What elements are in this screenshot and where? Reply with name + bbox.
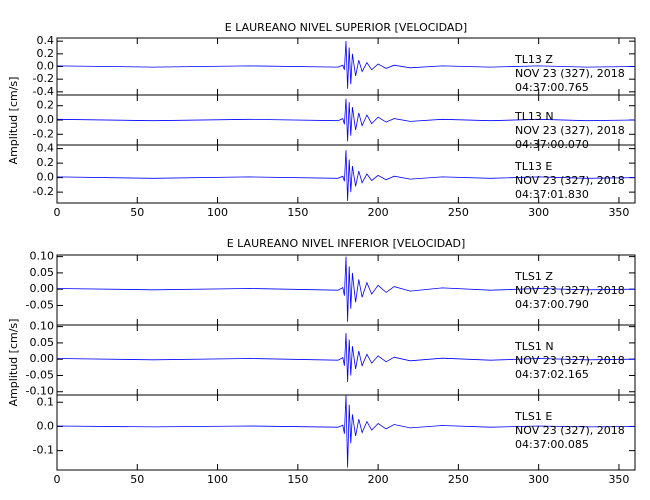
y-tick-label: 0.10 [30, 250, 55, 263]
waveform [56, 394, 636, 468]
x-tick-label: 150 [287, 473, 308, 486]
y-tick-label: 0.05 [30, 336, 55, 349]
y-tick-label: -0.2 [33, 72, 54, 85]
x-tick-label: 150 [287, 206, 308, 219]
chart-title: E LAUREANO NIVEL INFERIOR [VELOCIDAD] [227, 237, 466, 250]
y-tick-label: 0.0 [37, 171, 55, 184]
y-tick-label: -0.4 [33, 85, 54, 98]
time-label: 04:37:00.790 [515, 298, 589, 311]
x-tick-label: 300 [528, 473, 549, 486]
y-tick-label: -0.1 [33, 444, 54, 457]
x-tick-label: 200 [368, 206, 389, 219]
station-label: TLS1 Z [514, 270, 553, 283]
x-tick-label: 250 [448, 473, 469, 486]
x-tick-label: 100 [207, 473, 228, 486]
x-tick-label: 350 [608, 206, 629, 219]
y-tick-label: -0.2 [33, 127, 54, 140]
y-tick-label: -0.2 [33, 185, 54, 198]
y-tick-label: 0.1 [37, 395, 55, 408]
date-label: NOV 23 (327), 2018 [515, 124, 625, 137]
y-tick-label: 0.00 [30, 352, 55, 365]
waveform [56, 333, 636, 383]
station-label: TL13 E [514, 160, 552, 173]
time-label: 04:37:00.765 [515, 81, 589, 94]
y-tick-label: 0.2 [37, 99, 55, 112]
x-tick-label: 100 [207, 206, 228, 219]
time-label: 04:37:02.165 [515, 368, 589, 381]
y-axis-label: Amplitud [cm/s] [7, 319, 20, 407]
waveform [56, 150, 636, 201]
y-tick-label: 0.2 [37, 156, 55, 169]
station-label: TL13 Z [514, 53, 553, 66]
waveform [56, 41, 636, 89]
station-label: TLS1 E [514, 410, 552, 423]
y-tick-label: 0.4 [37, 34, 55, 47]
station-label: TL13 N [514, 110, 554, 123]
date-label: NOV 23 (327), 2018 [515, 424, 625, 437]
date-label: NOV 23 (327), 2018 [515, 67, 625, 80]
y-tick-label: 0.00 [30, 282, 55, 295]
time-label: 04:37:01.830 [515, 188, 589, 201]
y-tick-label: 0.0 [37, 113, 55, 126]
x-tick-label: 0 [54, 473, 61, 486]
x-tick-label: 300 [528, 206, 549, 219]
date-label: NOV 23 (327), 2018 [515, 174, 625, 187]
x-tick-label: 200 [368, 473, 389, 486]
y-tick-label: 0.10 [30, 320, 55, 333]
y-tick-label: 0.05 [30, 266, 55, 279]
time-label: 04:37:00.085 [515, 438, 589, 451]
y-axis-label: Amplitud [cm/s] [7, 77, 20, 165]
y-tick-label: -0.05 [26, 368, 54, 381]
x-tick-label: 50 [130, 473, 144, 486]
x-tick-label: 250 [448, 206, 469, 219]
x-tick-label: 0 [54, 206, 61, 219]
date-label: NOV 23 (327), 2018 [515, 354, 625, 367]
y-tick-label: -0.10 [26, 385, 54, 398]
y-tick-label: -0.05 [26, 298, 54, 311]
panel-frame [56, 144, 636, 204]
y-tick-label: 0.4 [37, 142, 55, 155]
waveform [56, 256, 636, 322]
y-tick-label: 0.2 [37, 47, 55, 60]
waveform [56, 98, 636, 142]
y-tick-label: 0.0 [37, 419, 55, 432]
y-tick-label: 0.0 [37, 60, 55, 73]
station-label: TLS1 N [514, 340, 554, 353]
chart-title: E LAUREANO NIVEL SUPERIOR [VELOCIDAD] [225, 21, 467, 34]
x-tick-label: 50 [130, 206, 144, 219]
x-tick-label: 350 [608, 473, 629, 486]
date-label: NOV 23 (327), 2018 [515, 284, 625, 297]
